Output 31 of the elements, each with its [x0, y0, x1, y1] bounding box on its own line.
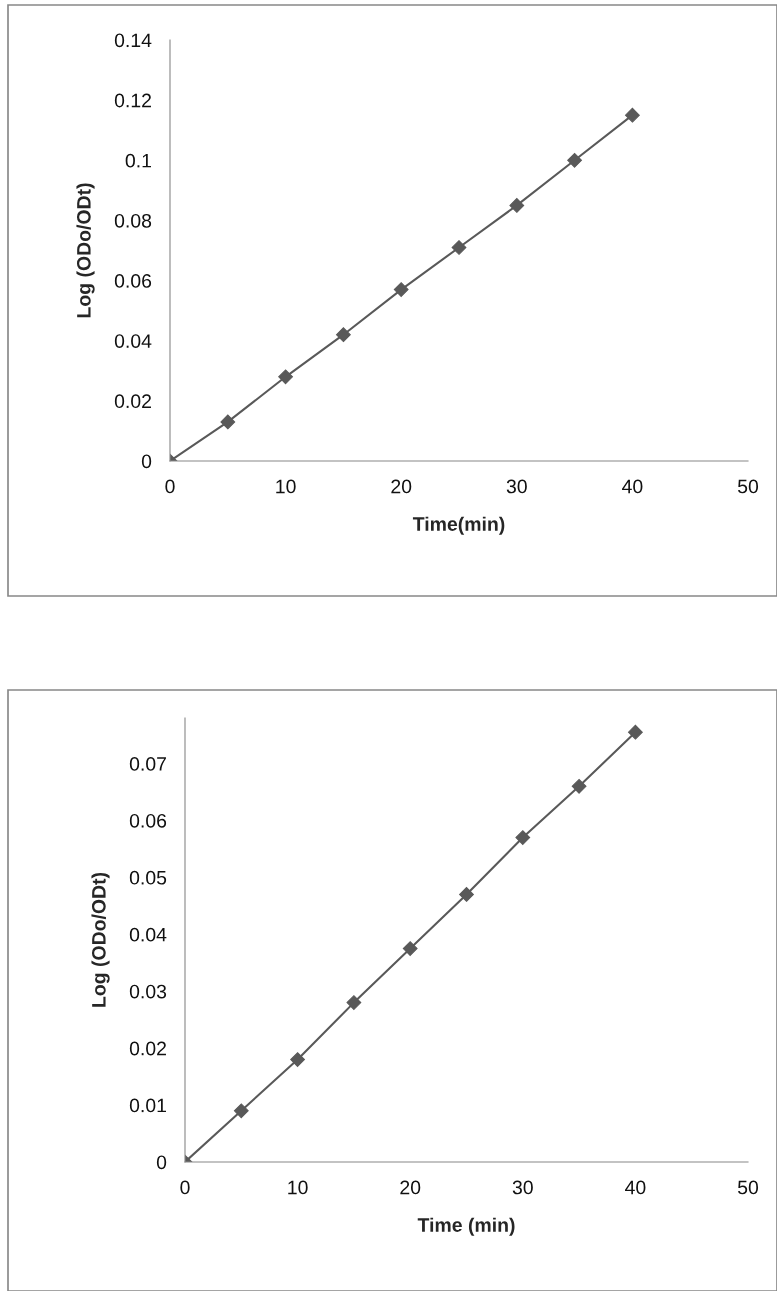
y-tick-label: 0 [141, 454, 152, 469]
y-tick-label: 0.01 [129, 1098, 166, 1113]
x-tick-label: 20 [391, 479, 412, 494]
x-tick-label: 10 [288, 1180, 308, 1195]
y-tick-label: 0.04 [129, 927, 167, 942]
x-tick-label: 50 [737, 479, 759, 494]
y-tick-label: 0.04 [114, 334, 152, 348]
x-tick-label: 20 [400, 1180, 421, 1195]
y-tick-label: 0 [156, 1155, 167, 1170]
y-tick-label: 0.1 [125, 153, 151, 168]
y-tick-label: 0.06 [129, 813, 167, 828]
x-tick-label: 30 [512, 1180, 533, 1195]
y-axis-title: Log (ODo/ODt) [76, 183, 95, 318]
y-tick-label: 0.06 [114, 274, 152, 288]
y-tick-label: 0.07 [129, 757, 166, 771]
x-tick-label: 50 [737, 1180, 759, 1195]
x-axis-title: Time(min) [412, 516, 505, 535]
y-tick-label: 0.02 [114, 394, 151, 409]
y-tick-label: 0.02 [129, 1041, 166, 1056]
x-tick-label: 10 [276, 479, 296, 494]
y-axis-title: Log (ODo/ODt) [91, 872, 110, 1007]
y-tick-label: 0.08 [114, 213, 152, 228]
x-tick-label: 30 [506, 479, 527, 494]
x-tick-label: 40 [625, 1180, 646, 1195]
x-axis-title: Time (min) [417, 1217, 515, 1236]
x-tick-label: 0 [180, 1180, 190, 1195]
y-tick-label: 0.03 [129, 984, 167, 999]
y-tick-label: 0.14 [114, 33, 152, 48]
x-tick-label: 40 [622, 479, 643, 494]
y-tick-label: 0.05 [129, 870, 167, 885]
y-tick-label: 0.12 [114, 93, 151, 108]
